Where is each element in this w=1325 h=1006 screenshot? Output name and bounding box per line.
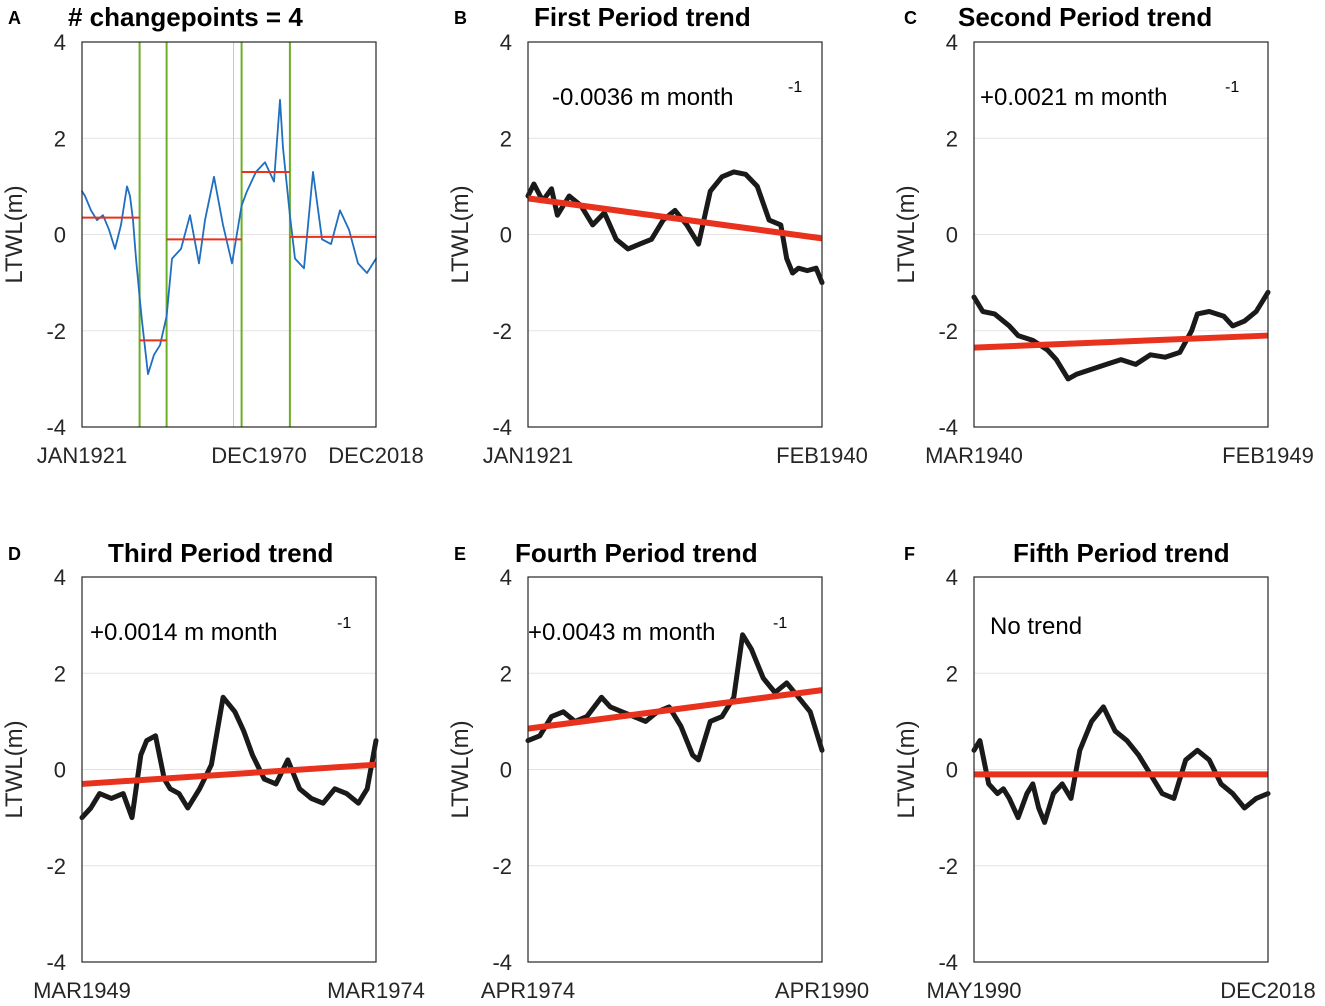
panel-letter: B bbox=[454, 8, 467, 28]
x-tick-label: DEC1970 bbox=[211, 443, 306, 468]
y-tick-label: -4 bbox=[46, 415, 66, 440]
y-tick-label: -2 bbox=[938, 319, 958, 344]
y-tick-label: 4 bbox=[54, 30, 66, 55]
x-tick-label: JAN1921 bbox=[37, 443, 128, 468]
y-tick-label: -4 bbox=[492, 950, 512, 975]
y-tick-label: 0 bbox=[500, 758, 512, 783]
x-tick-label: FEB1949 bbox=[1222, 443, 1314, 468]
y-axis-label: LTWL(m) bbox=[1, 185, 28, 283]
panel-letter: E bbox=[454, 544, 466, 564]
panel-a: 4 2 0 -2 -4 LTWL(m) JAN1921 DEC1970 DEC2018 # cha… bbox=[1, 2, 424, 468]
x-tick-label: FEB1940 bbox=[776, 443, 868, 468]
x-tick-label: MAR1940 bbox=[925, 443, 1023, 468]
y-tick-label: 0 bbox=[54, 758, 66, 783]
trend-annotation: No trend bbox=[990, 613, 1082, 640]
x-tick-label: MAR1949 bbox=[33, 978, 131, 1003]
panel-title: Fourth Period trend bbox=[515, 538, 758, 568]
data-series-line bbox=[971, 704, 1271, 825]
y-tick-label: -2 bbox=[492, 854, 512, 879]
y-tick-label: 2 bbox=[54, 661, 66, 686]
y-tick-label: -4 bbox=[938, 950, 958, 975]
y-axis-label: LTWL(m) bbox=[893, 720, 920, 818]
y-tick-label: 0 bbox=[500, 223, 512, 248]
x-tick-label: MAY1990 bbox=[927, 978, 1022, 1003]
data-series-line bbox=[79, 694, 379, 821]
y-tick-label: 4 bbox=[54, 565, 66, 590]
axes-frame bbox=[81, 41, 377, 428]
trend-annotation: +0.0014 m month bbox=[90, 619, 277, 646]
panel-letter: C bbox=[904, 8, 917, 28]
trend-annotation-superscript: -1 bbox=[337, 615, 351, 632]
axes-frame bbox=[527, 41, 823, 428]
panel-letter: D bbox=[8, 544, 21, 564]
panel-f: 4 2 0 -2 -4 LTWL(m) MAY1990 DEC2018 Fifth Period… bbox=[893, 538, 1316, 1003]
y-tick-label: 2 bbox=[500, 661, 512, 686]
x-tick-label: DEC2018 bbox=[1220, 978, 1315, 1003]
trend-line bbox=[973, 332, 1269, 351]
y-tick-label: -2 bbox=[46, 854, 66, 879]
y-tick-label: -4 bbox=[492, 415, 512, 440]
panel-title: Fifth Period trend bbox=[1013, 538, 1230, 568]
panel-letter: F bbox=[904, 544, 915, 564]
data-series-line bbox=[971, 289, 1271, 382]
panel-title: # changepoints = 4 bbox=[68, 2, 303, 32]
trend-annotation: +0.0021 m month bbox=[980, 84, 1167, 111]
panel-b: 4 2 0 -2 -4 LTWL(m) JAN1921 FEB1940 First Period… bbox=[447, 2, 868, 468]
y-tick-label: -4 bbox=[46, 950, 66, 975]
y-tick-label: 0 bbox=[946, 758, 958, 783]
y-axis-label: LTWL(m) bbox=[1, 720, 28, 818]
axes-frame bbox=[81, 576, 377, 963]
trend-annotation: -0.0036 m month bbox=[552, 84, 733, 111]
axes-frame bbox=[973, 576, 1269, 963]
y-tick-label: 0 bbox=[54, 223, 66, 248]
trend-annotation-superscript: -1 bbox=[788, 79, 802, 96]
axes-frame bbox=[527, 576, 823, 963]
axes-frame bbox=[973, 41, 1269, 428]
trend-line bbox=[81, 761, 377, 787]
trend-line bbox=[527, 687, 823, 732]
y-tick-label: -2 bbox=[492, 319, 512, 344]
trend-annotation-superscript: -1 bbox=[1225, 79, 1239, 96]
trend-annotation: +0.0043 m month bbox=[528, 619, 715, 646]
trend-line bbox=[527, 195, 823, 242]
x-tick-label: JAN1921 bbox=[483, 443, 574, 468]
y-tick-label: -4 bbox=[938, 415, 958, 440]
y-tick-label: 2 bbox=[54, 126, 66, 151]
x-tick-label: DEC2018 bbox=[328, 443, 423, 468]
y-tick-label: -2 bbox=[46, 319, 66, 344]
y-tick-label: 2 bbox=[500, 126, 512, 151]
panel-title: First Period trend bbox=[534, 2, 751, 32]
y-tick-label: 4 bbox=[946, 565, 958, 590]
x-tick-label: MAR1974 bbox=[327, 978, 425, 1003]
y-tick-label: 4 bbox=[946, 30, 958, 55]
trend-annotation-superscript: -1 bbox=[773, 615, 787, 632]
x-tick-label: APR1974 bbox=[481, 978, 575, 1003]
y-tick-label: 2 bbox=[946, 126, 958, 151]
panel-title: Third Period trend bbox=[108, 538, 333, 568]
y-tick-label: 2 bbox=[946, 661, 958, 686]
y-tick-label: 4 bbox=[500, 565, 512, 590]
y-axis-label: LTWL(m) bbox=[447, 720, 474, 818]
x-tick-label: APR1990 bbox=[775, 978, 869, 1003]
y-axis-label: LTWL(m) bbox=[893, 185, 920, 283]
data-series-line bbox=[525, 169, 825, 286]
y-tick-label: 4 bbox=[500, 30, 512, 55]
y-tick-label: -2 bbox=[938, 854, 958, 879]
y-axis-label: LTWL(m) bbox=[447, 185, 474, 283]
y-tick-label: 0 bbox=[946, 223, 958, 248]
panel-c: 4 2 0 -2 -4 LTWL(m) MAR1940 FEB1949 Second Perio… bbox=[893, 2, 1314, 468]
panel-d: 4 2 0 -2 -4 LTWL(m) MAR1949 MAR1974 Third Period… bbox=[1, 538, 425, 1003]
panel-title: Second Period trend bbox=[958, 2, 1212, 32]
panel-letter: A bbox=[8, 8, 21, 28]
panel-e: 4 2 0 -2 -4 LTWL(m) APR1974 APR1990 Fourth Perio… bbox=[447, 538, 869, 1003]
